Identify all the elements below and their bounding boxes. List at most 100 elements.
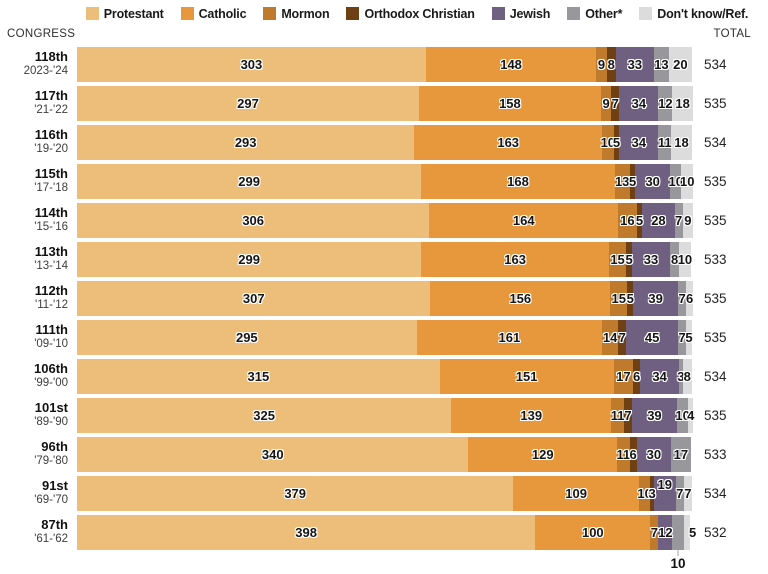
row-total: 534 xyxy=(704,57,727,72)
segment-value-label: 34 xyxy=(631,96,647,111)
segment-value-label: 11 xyxy=(610,408,625,423)
segment-value-label: 3 xyxy=(648,486,656,501)
legend-item-catholic: Catholic xyxy=(180,6,247,21)
bar-segment-mormon: 11 xyxy=(611,398,624,433)
segment-value-label: 30 xyxy=(645,174,660,189)
segment-value-label: 5 xyxy=(612,135,621,150)
congress-label: 114th '15-'16 xyxy=(0,205,77,234)
segment-value-label: 100 xyxy=(581,525,604,540)
congress-label: 101st '89-'90 xyxy=(0,400,77,429)
bar-segment-protestant: 303 xyxy=(77,47,426,82)
legend-swatch-don-t-know-ref xyxy=(639,7,653,20)
bar-segment-orthodox-christian: 5 xyxy=(612,125,621,160)
segment-value-label: 30 xyxy=(646,447,662,462)
segment-value-label: 4 xyxy=(687,408,695,423)
row-total: 533 xyxy=(704,252,727,267)
bar-segment-don-t-know-ref: 8 xyxy=(682,359,692,394)
bar-track: 315 151 17 6 34 3 8 xyxy=(77,359,693,394)
segment-value-label: 6 xyxy=(629,447,637,462)
segment-value-label: 7 xyxy=(618,330,626,345)
congress-number: 112th xyxy=(34,283,68,299)
congress-number: 87th xyxy=(41,517,68,533)
segment-value-label: 39 xyxy=(648,291,663,306)
row-total: 535 xyxy=(704,96,727,111)
bar-segment-other: 7 xyxy=(678,320,687,355)
bar-segment-don-t-know-ref: 5 xyxy=(685,320,693,355)
legend-label: Mormon xyxy=(281,6,330,21)
congress-years: '19-'20 xyxy=(34,143,68,156)
segment-value-label: 6 xyxy=(685,291,694,306)
bar-segment-protestant: 340 xyxy=(77,437,469,472)
bar-segment-mormon: 10 xyxy=(601,125,615,160)
bar-segment-orthodox-christian: 7 xyxy=(623,398,632,433)
stacked-bar: 297 158 9 7 34 12 18 xyxy=(77,86,693,121)
bar-segment-catholic: 129 xyxy=(468,437,617,472)
segment-value-label: 325 xyxy=(253,408,275,423)
segment-value-label: 34 xyxy=(652,369,667,384)
bar-track: 325 139 11 7 39 10 4 xyxy=(77,398,695,433)
congress-years: '09-'10 xyxy=(34,338,68,351)
chart-row-91st: 91st '69-'70 379 109 10 3 19 7 7 534 xyxy=(0,474,768,513)
bar-segment-jewish: 12 xyxy=(658,515,673,550)
congress-years: '17-'18 xyxy=(34,182,68,195)
chart-row-118th: 118th 2023-'24 303 148 9 8 33 13 20 534 xyxy=(0,45,768,84)
segment-value-label: 9 xyxy=(684,213,692,228)
congress-number: 101st xyxy=(34,400,68,416)
congress-number: 115th xyxy=(34,166,68,182)
segment-value-label: 7 xyxy=(611,96,619,111)
segment-value-label: 3 xyxy=(677,369,685,384)
segment-value-label: 8 xyxy=(670,252,679,267)
congress-label: 112th '11-'12 xyxy=(0,283,77,312)
stacked-bar: 306 164 16 5 28 7 9 xyxy=(77,203,693,238)
bar-track: 306 164 16 5 28 7 9 xyxy=(77,203,693,238)
bar-segment-other: 10 xyxy=(671,515,686,571)
row-total: 535 xyxy=(704,408,727,423)
stacked-bar: 293 163 10 5 34 11 18 xyxy=(77,125,692,160)
congress-label: 113th '13-'14 xyxy=(0,244,77,273)
segment-value-label: 297 xyxy=(237,96,259,111)
congress-label: 116th '19-'20 xyxy=(0,127,77,156)
segment-value-label: 148 xyxy=(500,57,522,72)
bar-segment-other: 11 xyxy=(658,125,672,160)
row-total: 535 xyxy=(704,330,727,345)
segment-value-label: 17 xyxy=(616,369,631,384)
segment-value-label: 307 xyxy=(242,291,265,306)
stacked-bar: 325 139 11 7 39 10 4 xyxy=(77,398,695,433)
segment-value-label: 7 xyxy=(678,330,686,345)
segment-value-label: 19 xyxy=(657,477,673,492)
stacked-bar: 340 129 11 6 30 17 xyxy=(77,437,691,472)
chart-row-117th: 117th '21-'22 297 158 9 7 34 12 18 535 xyxy=(0,84,768,123)
bar-segment-mormon: 11 xyxy=(616,437,630,472)
legend-swatch-jewish xyxy=(491,7,505,20)
segment-value-label: 164 xyxy=(512,213,535,228)
bar-segment-protestant: 297 xyxy=(77,86,419,121)
congress-years: '99-'00 xyxy=(34,377,68,390)
bar-track: 295 161 14 7 45 7 5 xyxy=(77,320,693,355)
congress-number: 111th xyxy=(35,322,68,338)
bar-track: 299 163 15 5 33 8 10 xyxy=(77,242,693,277)
bar-segment-jewish: 19 xyxy=(653,476,676,511)
congress-number: 114th xyxy=(34,205,68,221)
bar-track: 293 163 10 5 34 11 18 xyxy=(77,125,693,160)
bar-segment-protestant: 299 xyxy=(77,164,422,199)
legend-swatch-other xyxy=(567,7,581,20)
congress-years: '89-'90 xyxy=(34,416,68,429)
bar-segment-protestant: 307 xyxy=(77,281,431,316)
segment-value-label: 10 xyxy=(668,174,683,189)
segment-value-label: 13 xyxy=(654,57,669,72)
bar-segment-orthodox-christian: 5 xyxy=(635,203,644,238)
bar-segment-mormon: 16 xyxy=(618,203,637,238)
segment-value-label: 5 xyxy=(635,213,644,228)
segment-value-label: 16 xyxy=(620,213,635,228)
bar-segment-don-t-know-ref: 4 xyxy=(687,398,695,433)
congress-number: 117th xyxy=(34,88,68,104)
bar-segment-protestant: 379 xyxy=(77,476,514,511)
legend-label: Catholic xyxy=(198,6,247,21)
chart-row-112th: 112th '11-'12 307 156 15 5 39 7 6 535 xyxy=(0,279,768,318)
stacked-bar: 295 161 14 7 45 7 5 xyxy=(77,320,693,355)
bar-segment-orthodox-christian: 5 xyxy=(625,242,633,277)
congress-number: 116th xyxy=(34,127,68,143)
segment-value-label: 10 xyxy=(670,556,686,571)
congress-label: 115th '17-'18 xyxy=(0,166,77,195)
segment-value-label: 5 xyxy=(628,174,637,189)
